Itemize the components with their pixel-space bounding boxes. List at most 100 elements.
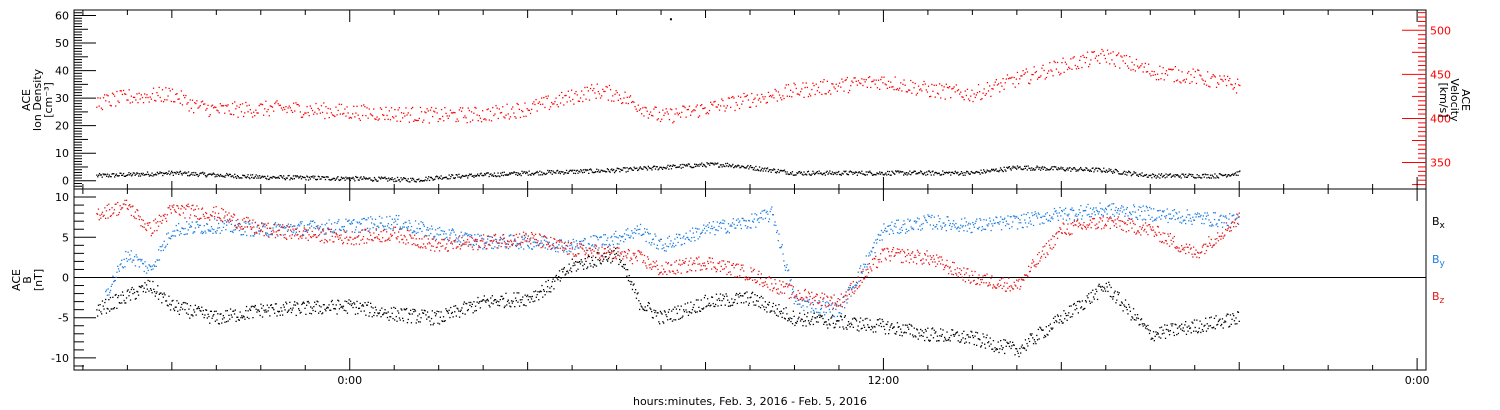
velocity-point xyxy=(606,86,608,88)
velocity-point xyxy=(1154,74,1156,76)
density-point xyxy=(108,174,110,176)
b-bx-point xyxy=(243,316,245,318)
density-point xyxy=(1233,174,1235,176)
b-by-point xyxy=(463,239,465,242)
density-point xyxy=(882,173,884,176)
b-by-point xyxy=(270,230,273,233)
b-bx-point xyxy=(636,293,638,295)
b-bx-point xyxy=(490,297,492,299)
b-bx-point xyxy=(286,311,289,313)
density-point xyxy=(799,172,802,174)
density-point xyxy=(443,177,445,179)
velocity-point xyxy=(1070,58,1072,60)
velocity-point xyxy=(832,83,834,85)
velocity-point xyxy=(349,116,351,119)
b-bx-point xyxy=(1156,332,1159,334)
density-point xyxy=(829,170,831,172)
density-point xyxy=(1004,169,1006,171)
b-by-point xyxy=(819,312,821,314)
velocity-point xyxy=(426,108,428,110)
b-by-point xyxy=(488,235,490,238)
density-point xyxy=(361,178,363,180)
b-by-point xyxy=(388,227,390,229)
b-by-point xyxy=(433,235,435,238)
b-bx-point xyxy=(417,315,419,317)
density-point xyxy=(590,169,593,171)
b-by-point xyxy=(477,233,479,235)
density-point xyxy=(271,177,273,179)
density-point xyxy=(710,162,712,164)
velocity-point xyxy=(248,104,250,106)
density-point xyxy=(1201,174,1204,176)
b-by-point xyxy=(704,232,706,234)
density-point xyxy=(847,174,850,176)
b-by-point xyxy=(364,229,366,231)
b-bx-point xyxy=(551,281,553,283)
density-point xyxy=(1020,168,1022,170)
density-point xyxy=(963,172,965,174)
b-bx-point xyxy=(466,303,468,305)
b-by-point xyxy=(519,242,521,245)
density-point xyxy=(343,177,345,179)
b-bx-point xyxy=(703,297,706,299)
velocity-point xyxy=(801,88,803,90)
density-point xyxy=(341,177,343,180)
density-point xyxy=(1156,175,1158,177)
density-point xyxy=(111,173,113,175)
b-bx-point xyxy=(306,301,309,303)
b-by-point xyxy=(776,230,779,232)
density-point xyxy=(1119,173,1121,175)
b-bx-point xyxy=(284,309,286,311)
b-bx-point xyxy=(956,331,958,334)
b-by-point xyxy=(435,238,437,240)
b-bx-point xyxy=(813,312,815,314)
b-bx-point xyxy=(452,316,454,318)
density-point xyxy=(274,176,276,178)
velocity-point xyxy=(940,97,942,99)
density-point xyxy=(871,174,874,176)
b-bx-point xyxy=(1235,317,1237,319)
velocity-point xyxy=(931,83,933,86)
density-point xyxy=(550,170,553,172)
b-bx-point xyxy=(687,314,690,316)
velocity-point xyxy=(241,103,244,105)
b-by-point xyxy=(515,245,518,248)
b-bx-point xyxy=(526,294,529,296)
density-point xyxy=(171,172,174,174)
density-point xyxy=(819,172,821,175)
b-bx-point xyxy=(1050,327,1052,329)
velocity-point xyxy=(615,90,617,92)
b-bx-point xyxy=(141,285,143,287)
velocity-point xyxy=(1189,82,1191,84)
density-point xyxy=(807,170,810,172)
b-bx-point xyxy=(992,348,994,350)
density-point xyxy=(563,173,565,175)
density-point xyxy=(654,168,657,170)
velocity-point xyxy=(701,104,703,106)
b-by-point xyxy=(713,226,715,229)
b-bx-point xyxy=(972,335,974,337)
velocity-point xyxy=(253,111,255,113)
density-point xyxy=(133,172,135,174)
density-point xyxy=(640,167,642,169)
b-bx-point xyxy=(921,330,923,332)
density-point xyxy=(1142,175,1144,177)
velocity-point xyxy=(1221,79,1223,81)
velocity-point xyxy=(585,98,587,100)
b-bx-point xyxy=(906,324,908,326)
density-point xyxy=(252,177,255,179)
velocity-point xyxy=(802,82,804,84)
b-bx-point xyxy=(479,307,481,309)
velocity-point xyxy=(141,96,144,99)
b-bx-point xyxy=(1122,310,1124,312)
b-by-point xyxy=(321,223,323,226)
b-bx-point xyxy=(896,322,899,324)
velocity-point xyxy=(558,94,561,97)
velocity-point xyxy=(583,94,585,96)
density-point xyxy=(120,172,122,174)
density-point xyxy=(852,173,854,175)
density-point xyxy=(1150,174,1152,176)
b-by-point xyxy=(203,225,205,227)
b-bx-point xyxy=(224,321,226,323)
density-point xyxy=(711,162,714,164)
